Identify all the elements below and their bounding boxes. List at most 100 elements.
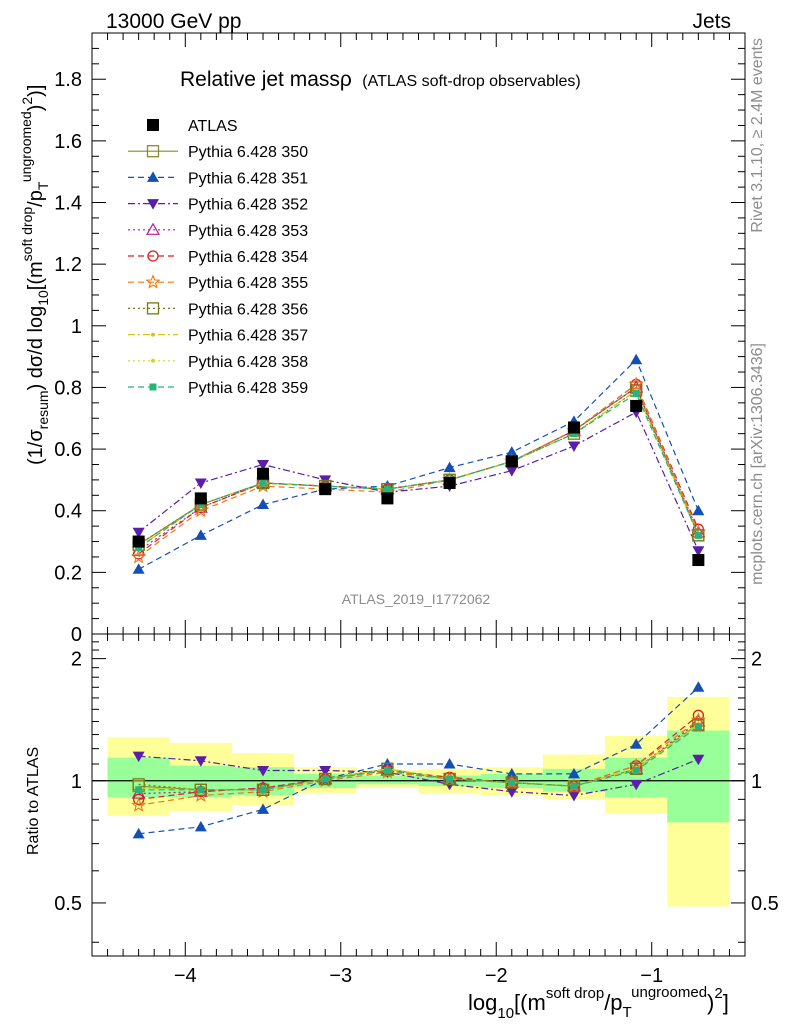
ratio-point-pythia-6-428-351 <box>443 757 456 769</box>
jets-label: Jets <box>692 10 731 33</box>
legend-marker-pythia-6-428-352 <box>147 199 159 210</box>
rivet-version-label: Rivet 3.1.10, ≥ 2.4M events <box>749 38 766 233</box>
data-point-pythia-6-428-359 <box>259 479 267 487</box>
ratio-y-tick-label: 2 <box>71 649 82 671</box>
ratio-point-pythia-6-428-351 <box>194 820 207 832</box>
legend-label-pythia-6-428-358: Pythia 6.428 358 <box>188 354 308 371</box>
ratio-point-pythia-6-428-355 <box>255 783 271 799</box>
ratio-point-pythia-6-428-359 <box>197 786 205 794</box>
ratio-point-pythia-6-428-351 <box>692 681 705 692</box>
series-line-pythia-6-428-350 <box>138 386 699 546</box>
ratio-point-pythia-6-428-359 <box>321 775 329 783</box>
legend-marker-pythia-6-428-358 <box>151 358 155 363</box>
ratio-line-pythia-6-428-351 <box>138 686 699 835</box>
legend-label-atlas: ATLAS <box>188 118 238 135</box>
ratio-point-pythia-6-428-352 <box>630 779 643 791</box>
uncertainty-band-inner <box>605 757 668 798</box>
data-point-atlas <box>319 483 332 496</box>
ratio-point-pythia-6-428-359 <box>259 786 267 794</box>
main-y-tick-label: 1.6 <box>54 131 82 153</box>
legend-label-pythia-6-428-355: Pythia 6.428 355 <box>188 275 308 292</box>
legend-marker-pythia-6-428-353 <box>145 222 161 235</box>
ratio-line-pythia-6-428-358 <box>138 724 699 791</box>
legend-marker-pythia-6-428-355 <box>145 274 161 289</box>
legend-entry-pythia-6-428-353: Pythia 6.428 353 <box>128 222 308 240</box>
data-point-pythia-6-428-352 <box>194 478 207 489</box>
data-point-atlas <box>630 399 643 412</box>
data-point-pythia-6-428-351 <box>257 498 270 510</box>
legend-entry-pythia-6-428-359: Pythia 6.428 359 <box>128 380 308 397</box>
uncertainty-band-inner <box>667 730 730 823</box>
data-point-pythia-6-428-351 <box>630 353 643 365</box>
main-y-tick-label: 0.6 <box>54 439 82 461</box>
main-y-tick-label: 1.8 <box>54 69 82 91</box>
ratio-point-pythia-6-428-352 <box>692 754 705 766</box>
ratio-point-pythia-6-428-359 <box>694 723 702 731</box>
data-point-atlas <box>443 476 456 489</box>
data-point-pythia-6-428-359 <box>197 501 205 509</box>
legend-label-pythia-6-428-354: Pythia 6.428 354 <box>188 249 308 266</box>
legend-label-pythia-6-428-350: Pythia 6.428 350 <box>188 144 308 161</box>
ratio-line-pythia-6-428-359 <box>138 726 699 791</box>
data-point-atlas <box>194 492 207 505</box>
x-tick-label: −1 <box>640 965 663 987</box>
ratio-point-pythia-6-428-354 <box>132 793 145 806</box>
ratio-y-tick-label-right: 2 <box>751 649 762 671</box>
ratio-point-pythia-6-428-359 <box>135 786 143 794</box>
x-tick-label: −3 <box>329 965 352 987</box>
legend-marker-pythia-6-428-357 <box>151 332 155 337</box>
main-y-tick-label: 0.2 <box>54 562 82 584</box>
legend-label-pythia-6-428-353: Pythia 6.428 353 <box>188 223 308 240</box>
series-line-pythia-6-428-355 <box>138 383 699 558</box>
ratio-point-pythia-6-428-351 <box>505 767 518 779</box>
data-point-pythia-6-428-352 <box>692 546 705 557</box>
legend-marker-atlas <box>147 119 159 131</box>
x-tick-label: −2 <box>485 965 508 987</box>
ratio-point-pythia-6-428-351 <box>630 738 643 749</box>
ratio-y-axis-label: Ratio to ATLAS <box>25 747 42 855</box>
data-point-pythia-6-428-352 <box>257 459 270 471</box>
legend-entry-pythia-6-428-354: Pythia 6.428 354 <box>128 249 308 266</box>
data-point-atlas <box>381 492 394 505</box>
data-point-pythia-6-428-355 <box>131 548 147 564</box>
ratio-point-pythia-6-428-356 <box>381 762 394 776</box>
legend-label-pythia-6-428-352: Pythia 6.428 352 <box>188 197 308 214</box>
legend-marker-pythia-6-428-356 <box>146 302 160 315</box>
data-point-pythia-6-428-351 <box>443 461 456 473</box>
uncertainty-band-inner <box>356 775 419 785</box>
series-line-pythia-6-428-353 <box>138 386 699 552</box>
ratio-point-pythia-6-428-356 <box>256 783 270 796</box>
ratio-line-pythia-6-428-355 <box>138 719 699 806</box>
legend: ATLAS Pythia 6.428 350 Pythia 6.428 351 Pyt… <box>128 118 308 397</box>
ratio-point-pythia-6-428-356 <box>630 762 643 776</box>
x-axis-label: log10[(msoft drop/pTungroomed)2] <box>468 984 729 1022</box>
data-point-pythia-6-428-359 <box>135 544 143 552</box>
legend-entry-pythia-6-428-351: Pythia 6.428 351 <box>128 170 308 187</box>
legend-label-pythia-6-428-357: Pythia 6.428 357 <box>188 328 308 345</box>
ratio-point-pythia-6-428-359 <box>508 779 516 787</box>
plot-title-main: Relative jet massρ <box>180 68 352 91</box>
data-point-pythia-6-428-352 <box>567 441 580 452</box>
data-point-pythia-6-428-351 <box>132 563 145 574</box>
legend-marker-pythia-6-428-354 <box>147 250 159 262</box>
series-line-pythia-6-428-356 <box>138 389 699 546</box>
ratio-y-tick-label: 0.5 <box>54 893 82 915</box>
ratio-point-pythia-6-428-351 <box>257 803 270 814</box>
legend-marker-pythia-6-428-359 <box>149 383 157 391</box>
series-line-pythia-6-428-351 <box>138 358 699 570</box>
ratio-point-pythia-6-428-356 <box>692 719 705 732</box>
data-point-pythia-6-428-355 <box>193 502 209 518</box>
data-point-pythia-6-428-359 <box>383 485 391 493</box>
main-y-tick-label: 1 <box>71 316 82 338</box>
series-line-pythia-6-428-357 <box>138 389 699 549</box>
ratio-panel: 0.5 0.5 1 1 2 2 −4 −3 −2 −1 <box>54 633 779 987</box>
analysis-id-watermark: ATLAS_2019_I1772062 <box>342 591 491 607</box>
ratio-point-pythia-6-428-359 <box>632 767 640 775</box>
ratio-point-pythia-6-428-359 <box>446 775 454 783</box>
mcplots-label: mcplots.cern.ch [arXiv:1306.3436] <box>749 343 766 585</box>
ratio-y-tick-label-right: 0.5 <box>751 893 779 915</box>
legend-entry-pythia-6-428-357: Pythia 6.428 357 <box>128 328 308 345</box>
series-line-pythia-6-428-352 <box>138 411 699 552</box>
data-point-pythia-6-428-355 <box>628 376 644 391</box>
